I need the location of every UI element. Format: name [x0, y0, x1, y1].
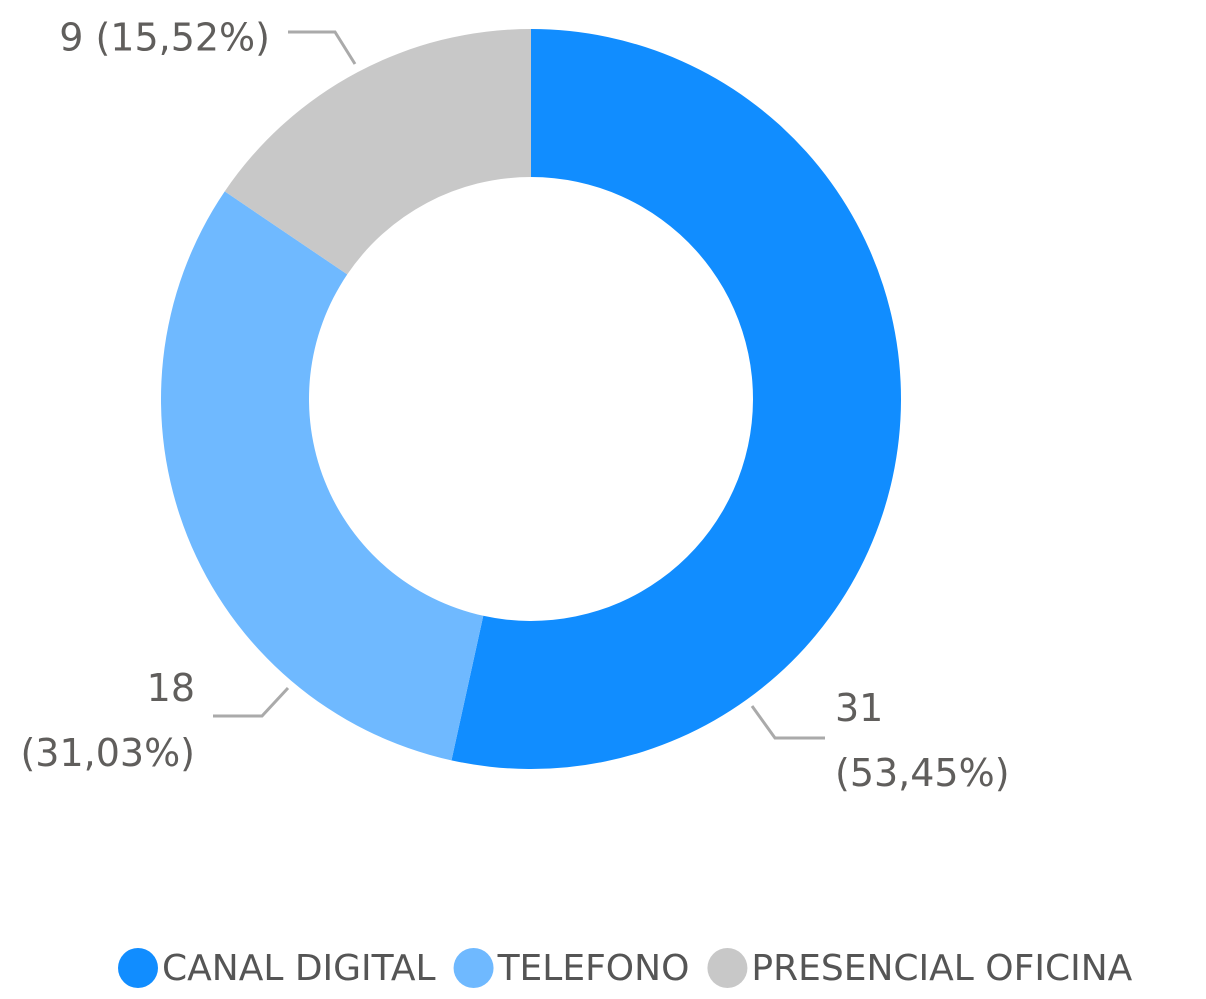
legend-marker: [707, 948, 748, 988]
data-label: 9 (15,52%): [59, 16, 270, 60]
data-label: 18 (31,03%): [20, 666, 195, 775]
legend-label: TELEFONO: [497, 948, 690, 989]
data-label-line: 18: [147, 666, 195, 710]
leader-line: [288, 30, 357, 65]
data-label-line: (31,03%): [20, 731, 195, 775]
leader-line: [213, 686, 290, 718]
data-label-line: 31: [835, 686, 883, 730]
legend-label: PRESENCIAL OFICINA: [751, 948, 1132, 989]
donut-slice: [224, 29, 531, 275]
legend-marker: [453, 948, 494, 988]
donut-slice: [160, 191, 484, 761]
legend-marker: [118, 948, 158, 988]
legend-label: CANAL DIGITAL: [162, 948, 436, 989]
donut-slice: [451, 29, 901, 769]
data-label: 31 (53,45%): [835, 686, 1010, 795]
data-label-line: (53,45%): [835, 751, 1010, 795]
leader-line: [750, 705, 825, 740]
